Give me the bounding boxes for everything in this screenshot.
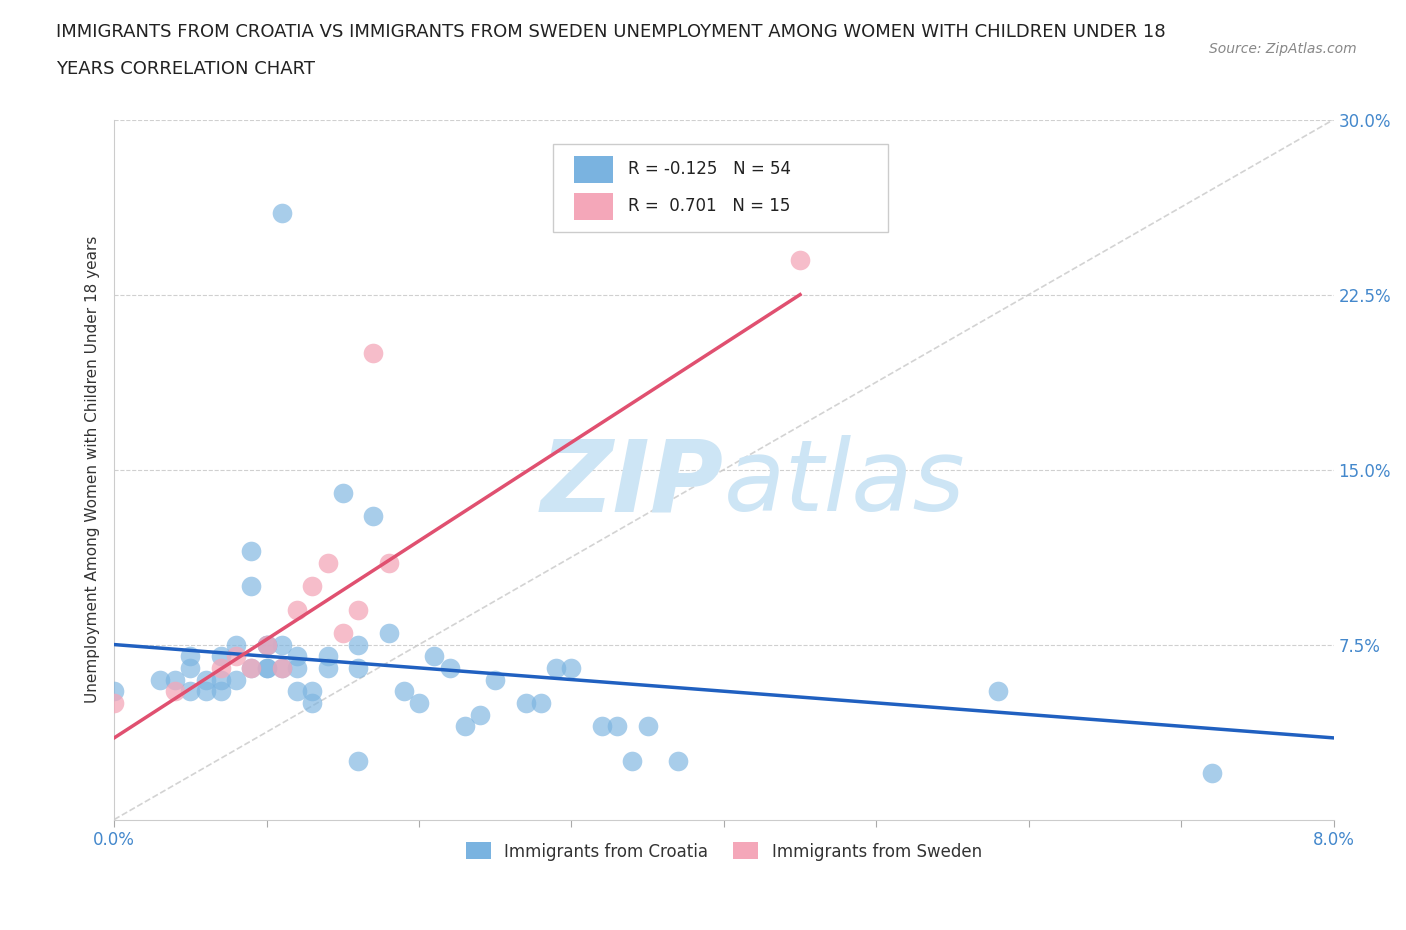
Point <box>256 637 278 652</box>
Bar <box>574 156 613 182</box>
Point <box>225 672 247 687</box>
Point <box>392 684 415 698</box>
Point <box>256 637 278 652</box>
Text: atlas: atlas <box>724 435 966 532</box>
Point <box>316 649 339 664</box>
Text: R =  0.701   N = 15: R = 0.701 N = 15 <box>627 197 790 216</box>
Point <box>363 346 385 361</box>
Point <box>256 660 278 675</box>
Point <box>149 672 172 687</box>
Point <box>484 672 506 687</box>
Point <box>194 684 217 698</box>
Point <box>637 719 659 734</box>
Point <box>240 660 263 675</box>
Point <box>439 660 461 675</box>
Text: ZIP: ZIP <box>541 435 724 532</box>
Point <box>316 660 339 675</box>
Point <box>987 684 1010 698</box>
Point <box>225 649 247 664</box>
Text: Source: ZipAtlas.com: Source: ZipAtlas.com <box>1209 42 1357 56</box>
Point <box>240 544 263 559</box>
Point <box>285 649 308 664</box>
Point <box>179 660 201 675</box>
Point <box>546 660 568 675</box>
Point <box>347 660 370 675</box>
Point <box>285 660 308 675</box>
Point <box>377 555 399 570</box>
Point <box>285 684 308 698</box>
Point <box>179 649 201 664</box>
Point <box>1201 765 1223 780</box>
Point <box>301 696 323 711</box>
Legend: Immigrants from Croatia, Immigrants from Sweden: Immigrants from Croatia, Immigrants from… <box>460 836 988 867</box>
Point <box>347 637 370 652</box>
Point <box>347 754 370 769</box>
Point <box>256 637 278 652</box>
Text: IMMIGRANTS FROM CROATIA VS IMMIGRANTS FROM SWEDEN UNEMPLOYMENT AMONG WOMEN WITH : IMMIGRANTS FROM CROATIA VS IMMIGRANTS FR… <box>56 23 1166 41</box>
Point <box>423 649 446 664</box>
Point <box>515 696 537 711</box>
Point <box>240 578 263 593</box>
Point <box>256 660 278 675</box>
Point <box>209 649 232 664</box>
Point <box>301 578 323 593</box>
Point <box>209 684 232 698</box>
Bar <box>574 193 613 219</box>
FancyBboxPatch shape <box>553 144 889 232</box>
Point <box>332 485 354 500</box>
Point <box>408 696 430 711</box>
Point <box>270 637 292 652</box>
Point <box>270 660 292 675</box>
Point <box>347 602 370 617</box>
Point <box>606 719 628 734</box>
Point <box>332 626 354 641</box>
Point <box>225 637 247 652</box>
Point <box>194 672 217 687</box>
Point <box>240 660 263 675</box>
Point <box>103 696 125 711</box>
Y-axis label: Unemployment Among Women with Children Under 18 years: Unemployment Among Women with Children U… <box>86 236 100 703</box>
Point <box>621 754 644 769</box>
Point <box>165 684 187 698</box>
Point <box>270 660 292 675</box>
Point <box>165 672 187 687</box>
Point <box>316 555 339 570</box>
Point <box>285 602 308 617</box>
Point <box>591 719 613 734</box>
Point <box>377 626 399 641</box>
Point <box>666 754 689 769</box>
Point <box>209 660 232 675</box>
Point <box>103 684 125 698</box>
Text: YEARS CORRELATION CHART: YEARS CORRELATION CHART <box>56 60 315 78</box>
Point <box>454 719 477 734</box>
Point <box>270 206 292 220</box>
Point <box>530 696 553 711</box>
Point <box>560 660 582 675</box>
Point <box>468 707 491 722</box>
Point <box>179 684 201 698</box>
Point <box>301 684 323 698</box>
Text: R = -0.125   N = 54: R = -0.125 N = 54 <box>627 160 790 179</box>
Point <box>789 252 811 267</box>
Point <box>209 672 232 687</box>
Point <box>363 509 385 524</box>
